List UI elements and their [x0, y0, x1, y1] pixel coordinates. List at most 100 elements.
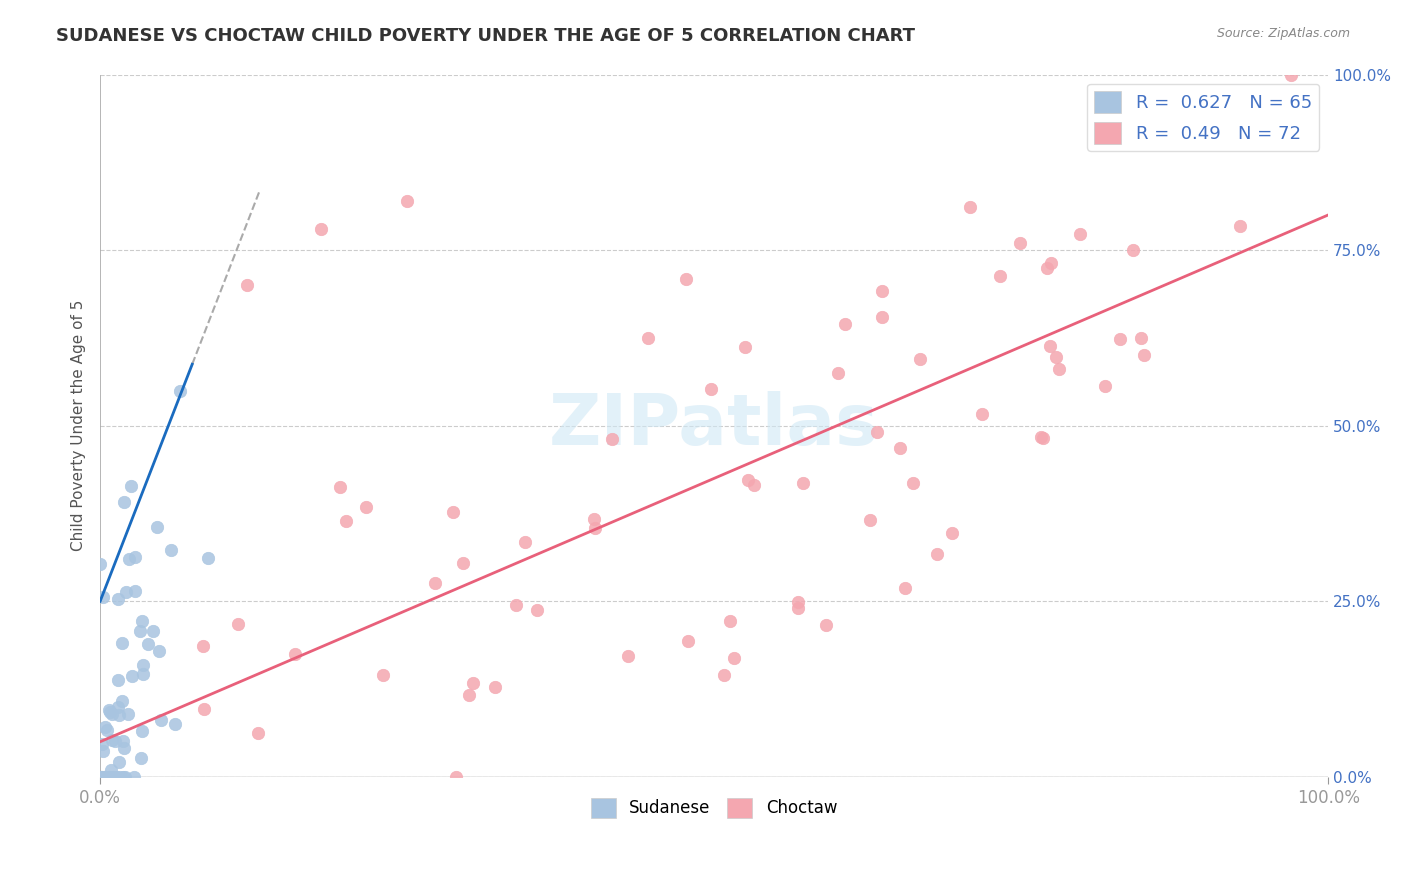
Point	[121, 668, 143, 682]
Point	[451, 556, 474, 570]
Point	[90, 770, 112, 784]
Point	[1094, 379, 1116, 393]
Point	[1008, 236, 1031, 251]
Point	[96, 770, 118, 784]
Point	[988, 269, 1011, 284]
Point	[131, 615, 153, 629]
Point	[1031, 430, 1053, 444]
Point	[335, 514, 357, 528]
Point	[108, 708, 131, 723]
Point	[91, 770, 114, 784]
Point	[236, 278, 259, 293]
Point	[97, 770, 120, 784]
Point	[103, 770, 125, 784]
Point	[1109, 332, 1132, 346]
Point	[197, 551, 219, 566]
Point	[228, 617, 250, 632]
Point	[737, 473, 759, 487]
Point	[107, 700, 129, 714]
Point	[93, 720, 115, 734]
Point	[972, 407, 994, 421]
Point	[94, 770, 117, 784]
Point	[457, 688, 479, 702]
Point	[104, 733, 127, 747]
Point	[444, 770, 467, 784]
Point	[441, 504, 464, 518]
Point	[617, 648, 640, 663]
Point	[120, 478, 142, 492]
Point	[792, 475, 814, 490]
Point	[484, 680, 506, 694]
Point	[117, 552, 139, 566]
Point	[122, 770, 145, 784]
Point	[165, 716, 187, 731]
Point	[927, 547, 949, 561]
Point	[115, 585, 138, 599]
Point	[98, 706, 121, 720]
Point	[713, 667, 735, 681]
Point	[889, 441, 911, 455]
Point	[131, 723, 153, 738]
Point	[910, 352, 932, 367]
Point	[129, 624, 152, 639]
Point	[1036, 260, 1059, 275]
Point	[1045, 350, 1067, 364]
Point	[959, 200, 981, 214]
Point	[1130, 331, 1153, 345]
Point	[723, 651, 745, 665]
Point	[150, 714, 173, 728]
Point	[284, 647, 307, 661]
Text: ZIPatlas: ZIPatlas	[550, 392, 879, 460]
Point	[815, 618, 838, 632]
Point	[1279, 68, 1302, 82]
Point	[1133, 348, 1156, 362]
Y-axis label: Child Poverty Under the Age of 5: Child Poverty Under the Age of 5	[72, 300, 86, 551]
Point	[859, 513, 882, 527]
Text: Source: ZipAtlas.com: Source: ZipAtlas.com	[1216, 27, 1350, 40]
Point	[129, 750, 152, 764]
Point	[114, 770, 136, 784]
Point	[132, 658, 155, 673]
Point	[893, 581, 915, 595]
Point	[103, 770, 125, 784]
Point	[111, 694, 134, 708]
Point	[112, 740, 135, 755]
Point	[872, 310, 894, 325]
Point	[101, 770, 124, 784]
Point	[396, 194, 419, 208]
Point	[602, 432, 624, 446]
Point	[117, 707, 139, 722]
Point	[246, 726, 269, 740]
Point	[371, 667, 394, 681]
Point	[91, 591, 114, 605]
Point	[89, 557, 111, 571]
Point	[582, 512, 605, 526]
Point	[866, 425, 889, 440]
Point	[505, 598, 527, 612]
Point	[91, 744, 114, 758]
Point	[97, 702, 120, 716]
Point	[461, 676, 484, 690]
Point	[193, 639, 215, 653]
Text: SUDANESE VS CHOCTAW CHILD POVERTY UNDER THE AGE OF 5 CORRELATION CHART: SUDANESE VS CHOCTAW CHILD POVERTY UNDER …	[56, 27, 915, 45]
Point	[107, 673, 129, 688]
Point	[834, 317, 856, 331]
Point	[111, 636, 134, 650]
Point	[93, 770, 115, 784]
Point	[160, 543, 183, 558]
Point	[1069, 227, 1091, 241]
Point	[105, 770, 128, 784]
Point	[112, 770, 135, 784]
Point	[100, 707, 122, 722]
Point	[111, 734, 134, 748]
Point	[112, 495, 135, 509]
Point	[718, 614, 741, 628]
Point	[142, 624, 165, 638]
Point	[1039, 338, 1062, 352]
Legend: Sudanese, Choctaw: Sudanese, Choctaw	[585, 791, 844, 825]
Point	[734, 340, 756, 354]
Point	[1032, 431, 1054, 445]
Point	[91, 737, 114, 751]
Point	[941, 526, 963, 541]
Point	[132, 666, 155, 681]
